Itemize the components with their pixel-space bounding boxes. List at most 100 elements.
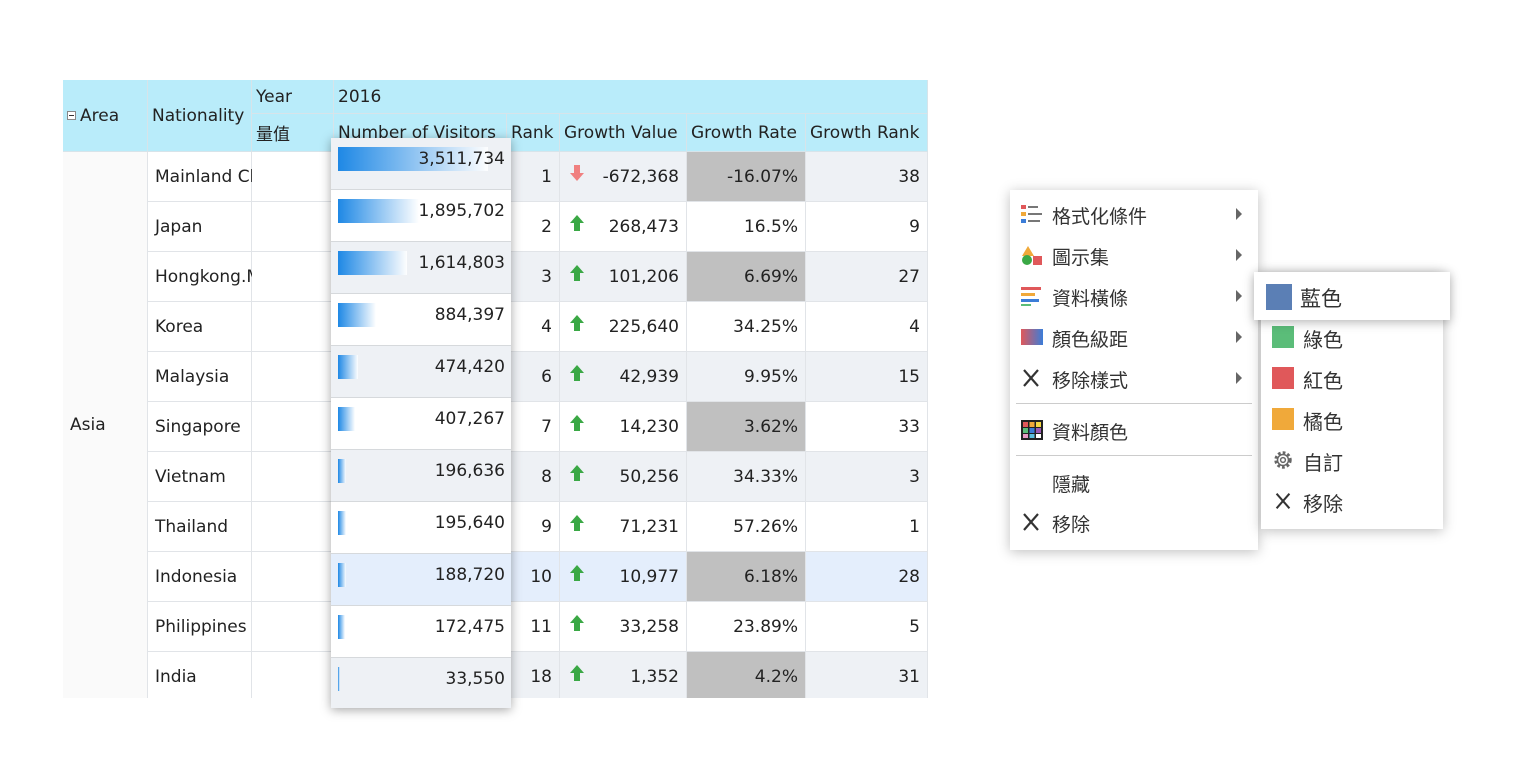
visitors-bar-cell[interactable]: 474,420 (331, 346, 511, 398)
table-row[interactable]: India 33,550 18 1,352 4.2% 31 (148, 652, 928, 698)
menu-item-data-color[interactable]: 資料顏色 (1010, 410, 1258, 450)
table-row[interactable]: Hongkong.Macou 1,614,803 3 101,206 6.69% 27 (148, 252, 928, 302)
nationality-cell[interactable]: Singapore (148, 402, 252, 451)
visitors-bar-cell[interactable]: 33,550 (331, 658, 511, 708)
table-row[interactable]: Singapore 407,267 7 14,230 3.62% 33 (148, 402, 928, 452)
visitors-bar-cell[interactable]: 196,636 (331, 450, 511, 502)
growth-rate-cell[interactable]: 9.95% (687, 352, 806, 401)
growth-rank-cell[interactable]: 3 (806, 452, 928, 501)
growth-value-cell[interactable]: -672,368 (560, 152, 687, 201)
growth-rank-cell[interactable]: 27 (806, 252, 928, 301)
nationality-header[interactable]: Nationality (148, 80, 252, 152)
growth-rate-cell[interactable]: 4.2% (687, 652, 806, 698)
nationality-cell[interactable]: India (148, 652, 252, 698)
submenu-item-red[interactable]: 紅色 (1261, 358, 1443, 398)
growth-rank-cell[interactable]: 33 (806, 402, 928, 451)
table-row[interactable]: Mainland China 3,511,734 1 -672,368 -16.07% 3… (148, 152, 928, 202)
visitors-bar-cell[interactable]: 1,614,803 (331, 242, 511, 294)
table-row[interactable]: Malaysia 474,420 6 42,939 9.95% 15 (148, 352, 928, 402)
menu-item-remove-style[interactable]: 移除樣式 (1010, 358, 1258, 398)
growth-value-cell[interactable]: 14,230 (560, 402, 687, 451)
visitors-bar-cell[interactable]: 172,475 (331, 606, 511, 658)
collapse-icon[interactable] (67, 111, 76, 120)
growth-value-col-header[interactable]: Growth Value (560, 114, 687, 152)
rank-cell[interactable]: 9 (507, 502, 560, 551)
nationality-cell[interactable]: Philippines (148, 602, 252, 651)
table-row[interactable]: Vietnam 196,636 8 50,256 34.33% 3 (148, 452, 928, 502)
growth-rate-cell[interactable]: -16.07% (687, 152, 806, 201)
growth-rate-cell[interactable]: 57.26% (687, 502, 806, 551)
growth-rank-cell[interactable]: 5 (806, 602, 928, 651)
menu-item-color-scale[interactable]: 顏色級距 (1010, 317, 1258, 357)
nationality-cell[interactable]: Korea (148, 302, 252, 351)
menu-item-icon-set[interactable]: 圖示集 (1010, 235, 1258, 275)
growth-rate-cell[interactable]: 6.18% (687, 552, 806, 601)
rank-col-header[interactable]: Rank (507, 114, 560, 152)
rank-cell[interactable]: 6 (507, 352, 560, 401)
submenu-item-remove[interactable]: 移除 (1261, 481, 1443, 521)
growth-rank-cell[interactable]: 4 (806, 302, 928, 351)
menu-item-hide[interactable]: 隱藏 (1010, 462, 1258, 502)
growth-rank-cell[interactable]: 15 (806, 352, 928, 401)
visitors-bar-cell[interactable]: 1,895,702 (331, 190, 511, 242)
growth-rank-cell[interactable]: 1 (806, 502, 928, 551)
submenu-item-custom[interactable]: 自訂 (1261, 440, 1443, 480)
table-row[interactable]: Korea 884,397 4 225,640 34.25% 4 (148, 302, 928, 352)
visitors-bar-cell[interactable]: 188,720 (331, 554, 511, 606)
nationality-cell[interactable]: Hongkong.Macou (148, 252, 302, 301)
rank-cell[interactable]: 2 (507, 202, 560, 251)
growth-value-cell[interactable]: 50,256 (560, 452, 687, 501)
growth-rate-cell[interactable]: 3.62% (687, 402, 806, 451)
table-row[interactable]: Japan 1,895,702 2 268,473 16.5% 9 (148, 202, 928, 252)
year-value-header[interactable]: 2016 (334, 80, 928, 114)
rank-cell[interactable]: 1 (507, 152, 560, 201)
growth-value-cell[interactable]: 101,206 (560, 252, 687, 301)
visitors-bar-cell[interactable]: 3,511,734 (331, 138, 511, 190)
growth-rate-col-header[interactable]: Growth Rate (687, 114, 806, 152)
table-row[interactable]: Philippines 172,475 11 33,258 23.89% 5 (148, 602, 928, 652)
rank-cell[interactable]: 10 (507, 552, 560, 601)
growth-rate-cell[interactable]: 6.69% (687, 252, 806, 301)
growth-rate-cell[interactable]: 34.33% (687, 452, 806, 501)
submenu-item-blue[interactable]: 藍色 (1254, 272, 1450, 320)
growth-rank-cell[interactable]: 9 (806, 202, 928, 251)
menu-item-data-bar[interactable]: 資料橫條 (1010, 276, 1258, 316)
rank-cell[interactable]: 4 (507, 302, 560, 351)
growth-rate-cell[interactable]: 34.25% (687, 302, 806, 351)
growth-rank-cell[interactable]: 28 (806, 552, 928, 601)
growth-value-cell[interactable]: 71,231 (560, 502, 687, 551)
visitors-bar-cell[interactable]: 195,640 (331, 502, 511, 554)
table-row[interactable]: Thailand 195,640 9 71,231 57.26% 1 (148, 502, 928, 552)
growth-rank-cell[interactable]: 31 (806, 652, 928, 698)
nationality-cell[interactable]: Vietnam (148, 452, 252, 501)
growth-rate-cell[interactable]: 23.89% (687, 602, 806, 651)
growth-value-cell[interactable]: 225,640 (560, 302, 687, 351)
visitors-column-popup[interactable]: 3,511,734 1,895,702 1,614,803 884,397 474,42… (331, 138, 511, 708)
submenu-item-orange[interactable]: 橘色 (1261, 399, 1443, 439)
growth-value-cell[interactable]: 42,939 (560, 352, 687, 401)
rank-cell[interactable]: 3 (507, 252, 560, 301)
rank-cell[interactable]: 8 (507, 452, 560, 501)
table-row[interactable]: Indonesia 188,720 10 10,977 6.18% 28 (148, 552, 928, 602)
nationality-cell[interactable]: Japan (148, 202, 252, 251)
rank-cell[interactable]: 11 (507, 602, 560, 651)
menu-item-remove[interactable]: 移除 (1010, 502, 1258, 542)
visitors-bar-cell[interactable]: 407,267 (331, 398, 511, 450)
growth-value-cell[interactable]: 10,977 (560, 552, 687, 601)
menu-item-conditional-format[interactable]: 格式化條件 (1010, 194, 1258, 234)
nationality-cell[interactable]: Malaysia (148, 352, 252, 401)
area-cell[interactable]: Asia (63, 152, 148, 698)
nationality-cell[interactable]: Indonesia (148, 552, 252, 601)
growth-value-cell[interactable]: 268,473 (560, 202, 687, 251)
nationality-cell[interactable]: Thailand (148, 502, 252, 551)
nationality-cell[interactable]: Mainland China (148, 152, 286, 201)
growth-rate-cell[interactable]: 16.5% (687, 202, 806, 251)
area-header[interactable]: Area (63, 80, 148, 152)
rank-cell[interactable]: 7 (507, 402, 560, 451)
growth-rank-cell[interactable]: 38 (806, 152, 928, 201)
growth-rank-col-header[interactable]: Growth Rank (806, 114, 928, 152)
growth-value-cell[interactable]: 33,258 (560, 602, 687, 651)
growth-value-cell[interactable]: 1,352 (560, 652, 687, 698)
rank-cell[interactable]: 18 (507, 652, 560, 698)
visitors-bar-cell[interactable]: 884,397 (331, 294, 511, 346)
